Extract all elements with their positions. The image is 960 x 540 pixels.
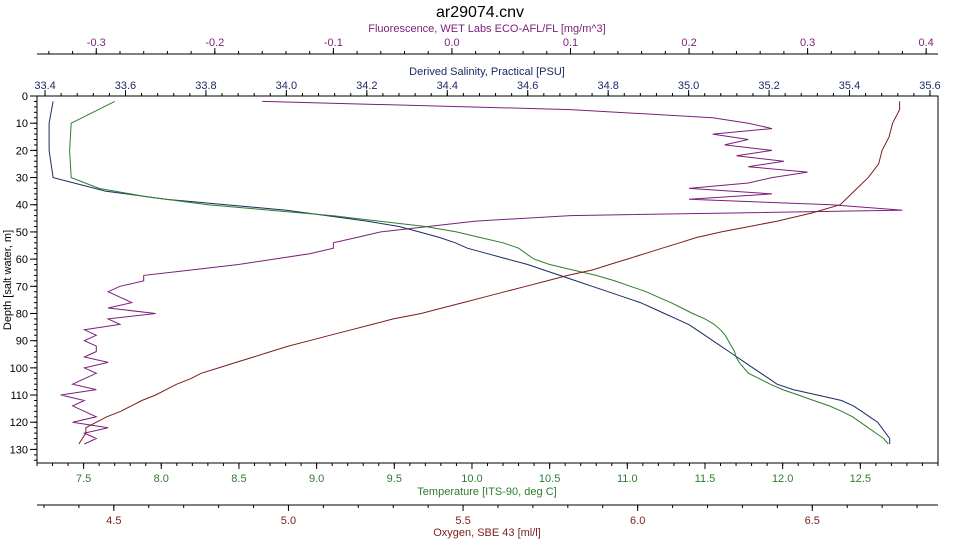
temperature-tick-label: 12.5 xyxy=(850,473,871,485)
depth-tick-label: 70 xyxy=(16,281,28,293)
depth-tick-label: 60 xyxy=(16,254,28,266)
salinity-profile-line xyxy=(48,101,891,444)
temperature-tick-label: 9.0 xyxy=(309,473,324,485)
chart-title: ar29074.cnv xyxy=(436,4,524,21)
depth-tick-label: 0 xyxy=(22,91,28,103)
oxygen-profile-line xyxy=(78,101,901,445)
fluorescence-tick-label: 0.3 xyxy=(800,37,815,49)
oxygen-tick-label: 5.5 xyxy=(455,515,470,527)
salinity-tick-label: 33.8 xyxy=(195,80,216,92)
oxygen-tick-label: 4.5 xyxy=(106,515,121,527)
salinity-tick-label: 34.2 xyxy=(356,80,377,92)
temperature-axis: 7.5 8.0 8.5 9.0 9.5 10.0 10.5 11.0 11.5 12.0 12.5 xyxy=(36,462,939,485)
temperature-tick-label: 8.0 xyxy=(154,473,169,485)
fluorescence-profile-line xyxy=(60,100,903,445)
depth-tick-label: 30 xyxy=(16,173,28,185)
salinity-tick-label: 35.0 xyxy=(678,80,699,92)
depth-axis: 0 10 20 30 40 50 60 70 80 90 100 110 120 130 xyxy=(10,91,37,461)
temperature-tick-label: 9.5 xyxy=(387,473,402,485)
temperature-tick-label: 11.5 xyxy=(695,473,716,485)
temperature-tick-label: 11.0 xyxy=(617,473,638,485)
series-layer xyxy=(48,100,903,445)
oxygen-axis: 4.5 5.0 5.5 6.0 6.5 xyxy=(37,504,938,527)
depth-tick-label: 20 xyxy=(16,145,28,157)
salinity-tick-label: 33.4 xyxy=(34,80,55,92)
temperature-tick-label: 10.0 xyxy=(461,473,482,485)
salinity-tick-label: 35.4 xyxy=(839,80,860,92)
temperature-profile-line xyxy=(69,100,889,445)
temperature-axis-label: Temperature [ITS-90, deg C] xyxy=(417,486,556,498)
fluorescence-tick-label: -0.1 xyxy=(324,37,343,49)
salinity-tick-label: 35.6 xyxy=(919,80,940,92)
oxygen-axis-label: Oxygen, SBE 43 [ml/l] xyxy=(433,527,541,539)
fluorescence-axis-label: Fluorescence, WET Labs ECO-AFL/FL [mg/m^… xyxy=(368,23,605,35)
temperature-tick-label: 12.0 xyxy=(772,473,793,485)
salinity-axis-label: Derived Salinity, Practical [PSU] xyxy=(409,66,565,78)
salinity-tick-label: 35.2 xyxy=(758,80,779,92)
depth-tick-label: 50 xyxy=(16,227,28,239)
depth-tick-label: 110 xyxy=(10,390,28,402)
depth-tick-label: 80 xyxy=(16,308,28,320)
temperature-tick-label: 10.5 xyxy=(539,473,560,485)
oxygen-tick-label: 5.0 xyxy=(281,515,296,527)
depth-tick-label: 40 xyxy=(16,200,28,212)
fluorescence-tick-label: 0.4 xyxy=(918,37,933,49)
temperature-tick-label: 8.5 xyxy=(231,473,246,485)
depth-tick-label: 100 xyxy=(10,363,28,375)
depth-tick-label: 90 xyxy=(16,336,28,348)
oxygen-tick-label: 6.5 xyxy=(805,515,820,527)
salinity-tick-label: 34.0 xyxy=(276,80,297,92)
fluorescence-tick-label: 0.1 xyxy=(563,37,578,49)
salinity-tick-label: 33.6 xyxy=(115,80,136,92)
fluorescence-tick-label: -0.2 xyxy=(205,37,224,49)
fluorescence-axis: -0.3 -0.2 -0.1 0.0 0.1 0.2 0.3 0.4 xyxy=(37,37,938,55)
temperature-tick-label: 7.5 xyxy=(76,473,91,485)
depth-axis-label: Depth [salt water, m] xyxy=(2,230,14,330)
fluorescence-tick-label: 0.0 xyxy=(444,37,459,49)
salinity-tick-label: 34.8 xyxy=(597,80,618,92)
fluorescence-tick-label: -0.3 xyxy=(87,37,106,49)
oxygen-tick-label: 6.0 xyxy=(630,515,645,527)
salinity-tick-label: 34.6 xyxy=(517,80,538,92)
depth-tick-label: 120 xyxy=(10,417,28,429)
fluorescence-tick-label: 0.2 xyxy=(681,37,696,49)
depth-tick-label: 10 xyxy=(16,118,28,130)
depth-tick-label: 130 xyxy=(10,444,28,456)
salinity-tick-label: 34.4 xyxy=(437,80,458,92)
